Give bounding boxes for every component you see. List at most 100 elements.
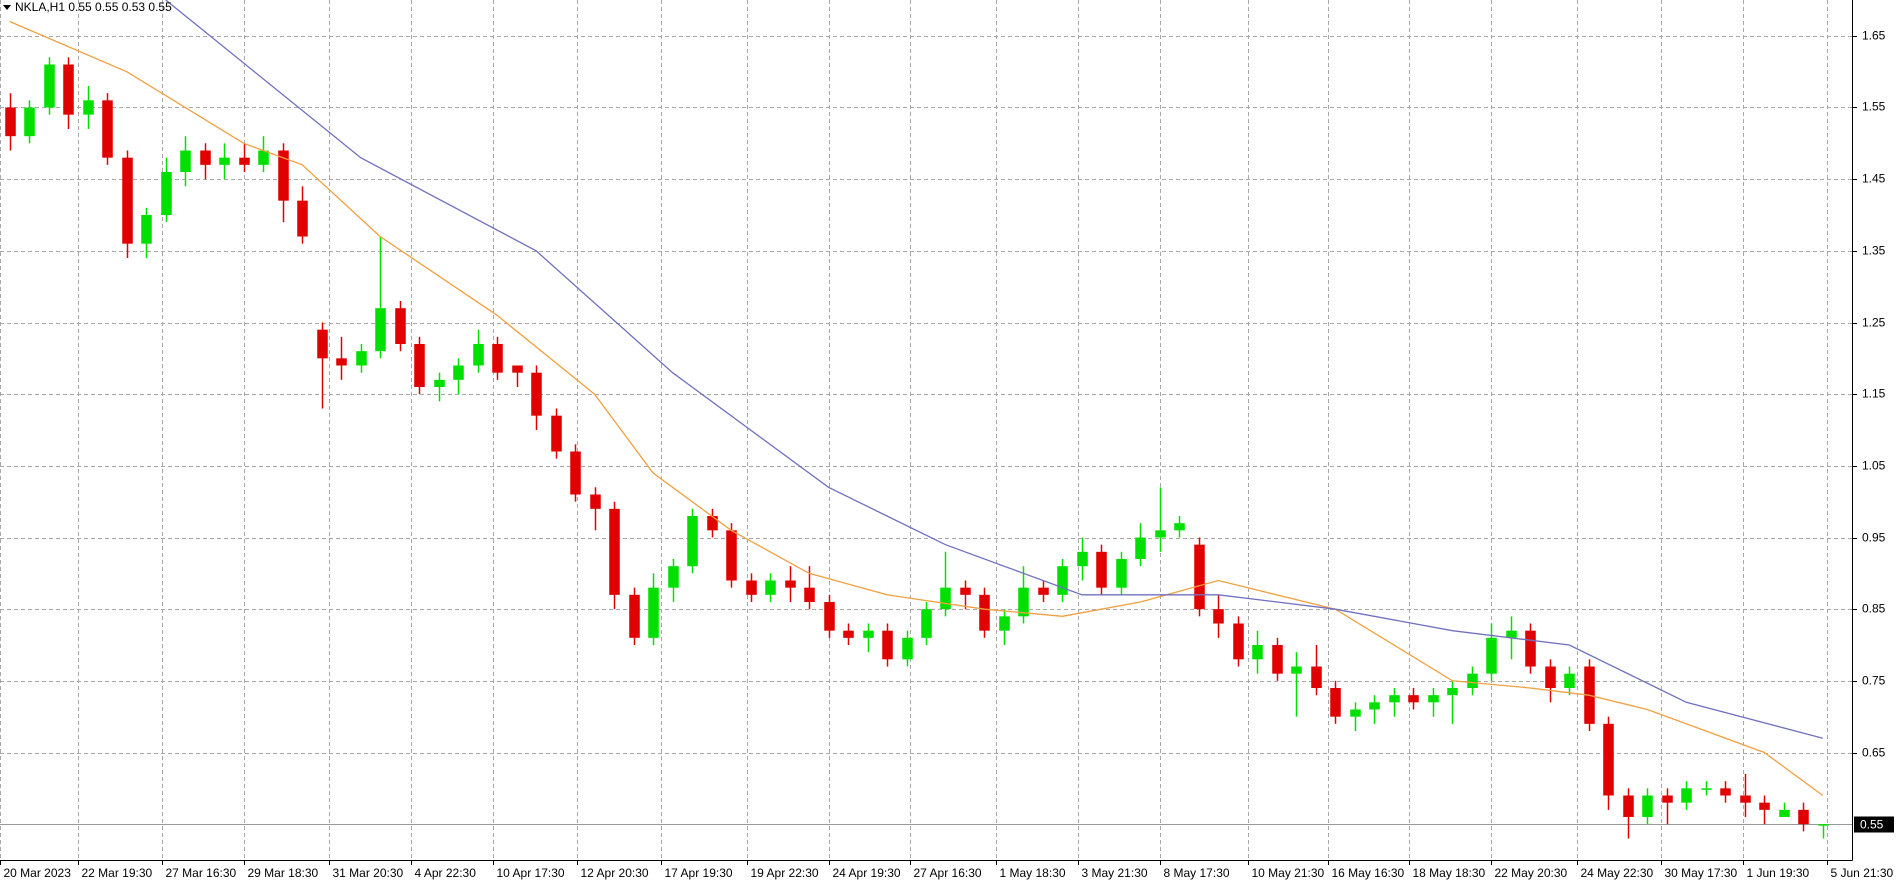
candle-body xyxy=(122,157,133,244)
candle-body xyxy=(1369,702,1380,710)
candle-body xyxy=(609,508,620,595)
candle-body xyxy=(83,100,94,115)
y-tick-label: 0.95 xyxy=(1862,531,1886,545)
candle-body xyxy=(824,602,835,631)
candle-body xyxy=(102,100,113,158)
candle-body xyxy=(278,150,289,201)
y-tick-label: 1.15 xyxy=(1862,387,1886,401)
candle-body xyxy=(1798,809,1809,825)
candle-body xyxy=(1603,723,1614,796)
candle-body xyxy=(1272,645,1283,674)
candle-body xyxy=(1720,788,1731,796)
y-tick-label: 1.05 xyxy=(1862,459,1886,473)
candle-body xyxy=(999,616,1010,631)
y-tick-label: 1.25 xyxy=(1862,316,1886,330)
candle-body xyxy=(1135,537,1146,559)
candle-body xyxy=(1740,795,1751,803)
candle-body xyxy=(1779,809,1790,817)
x-tick-label: 4 Apr 22:30 xyxy=(415,866,477,880)
y-tick-label: 1.45 xyxy=(1862,172,1886,186)
x-tick-label: 19 Apr 22:30 xyxy=(751,866,819,880)
candle-body xyxy=(63,64,74,115)
candle-body xyxy=(570,451,581,495)
candle-body xyxy=(1525,630,1536,667)
candle-body xyxy=(512,365,523,373)
candle-body xyxy=(239,157,250,165)
x-tick-label: 30 May 17:30 xyxy=(1665,866,1738,880)
candle-body xyxy=(1194,544,1205,610)
candle-body xyxy=(1701,788,1712,790)
candle-body xyxy=(1447,688,1458,696)
candle-body xyxy=(882,630,893,660)
candle-body xyxy=(746,580,757,595)
x-tick-label: 24 May 22:30 xyxy=(1581,866,1654,880)
x-tick-label: 3 May 21:30 xyxy=(1082,866,1148,880)
candle-body xyxy=(414,344,425,387)
y-tick-label: 0.85 xyxy=(1862,602,1886,616)
candle-body xyxy=(200,150,211,165)
x-tick-label: 20 Mar 2023 xyxy=(4,866,72,880)
candle-body xyxy=(1681,788,1692,803)
x-tick-label: 5 Jun 21:30 xyxy=(1831,866,1894,880)
candle-body xyxy=(336,358,347,366)
chart-title: NKLA,H1 0.55 0.55 0.53 0.55 xyxy=(15,0,172,14)
candle-body xyxy=(551,415,562,452)
candle-body xyxy=(1408,695,1419,703)
candle-body xyxy=(5,107,16,137)
candle-body xyxy=(1818,824,1829,826)
last-price-box xyxy=(1854,816,1894,833)
candle-body xyxy=(1174,523,1185,531)
x-tick-label: 10 Apr 17:30 xyxy=(497,866,565,880)
candle-body xyxy=(161,172,172,215)
candle-body xyxy=(473,344,484,366)
x-tick-label: 24 Apr 19:30 xyxy=(833,866,901,880)
candle-body xyxy=(1623,795,1634,817)
candle-body xyxy=(297,200,308,237)
candle-body xyxy=(1291,666,1302,674)
candle-body xyxy=(258,150,269,165)
x-tick-label: 10 May 21:30 xyxy=(1252,866,1325,880)
x-tick-label: 8 May 17:30 xyxy=(1164,866,1230,880)
candle-body xyxy=(726,530,737,581)
candle-body xyxy=(1155,530,1166,538)
candle-body xyxy=(863,630,874,638)
x-tick-label: 29 Mar 18:30 xyxy=(248,866,319,880)
candle-body xyxy=(1545,666,1556,688)
x-tick-label: 22 Mar 19:30 xyxy=(82,866,153,880)
grid-layer xyxy=(0,0,1852,860)
candle-body xyxy=(902,637,913,660)
candle-body xyxy=(24,107,35,137)
candle-body xyxy=(843,630,854,638)
y-tick-label: 0.75 xyxy=(1862,674,1886,688)
candle-body xyxy=(1428,695,1439,703)
x-tick-label: 12 Apr 20:30 xyxy=(581,866,649,880)
x-tick-label: 27 Mar 16:30 xyxy=(166,866,237,880)
moving-average xyxy=(9,20,1824,797)
candle-body xyxy=(960,587,971,595)
x-tick-label: 31 Mar 20:30 xyxy=(333,866,404,880)
candle-body xyxy=(629,594,640,638)
candle-body xyxy=(180,150,191,172)
candle-body xyxy=(1759,802,1770,810)
candle-body xyxy=(1662,795,1673,803)
candle-body xyxy=(1213,609,1224,624)
y-tick-label: 1.55 xyxy=(1862,100,1886,114)
candle-body xyxy=(1506,630,1517,638)
x-tick-label: 27 Apr 16:30 xyxy=(914,866,982,880)
last-price-label: 0.55 xyxy=(1860,818,1884,832)
x-tick-label: 18 May 18:30 xyxy=(1413,866,1486,880)
candle-body xyxy=(940,587,951,610)
candle-body xyxy=(1330,688,1341,717)
x-tick-label: 1 May 18:30 xyxy=(1000,866,1066,880)
candle-body xyxy=(141,215,152,244)
candle-body xyxy=(668,566,679,588)
y-tick-label: 1.35 xyxy=(1862,244,1886,258)
candle-body xyxy=(1077,551,1088,567)
y-tick-label: 0.65 xyxy=(1862,746,1886,760)
candle-body xyxy=(979,594,990,631)
candle-body xyxy=(1389,695,1400,703)
candle-body xyxy=(1564,673,1575,688)
candle-body xyxy=(1116,559,1127,588)
x-tick-label: 22 May 20:30 xyxy=(1495,866,1568,880)
